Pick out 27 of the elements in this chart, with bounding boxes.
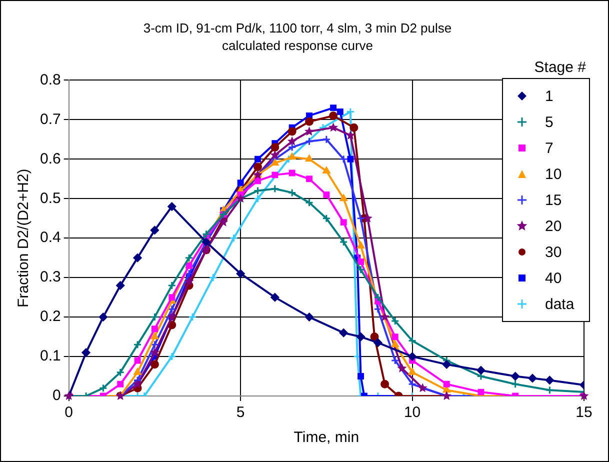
y-tick-label: 0 (52, 387, 61, 404)
chart-subtitle: calculated response curve (222, 38, 374, 53)
legend-label: 30 (545, 244, 562, 261)
x-axis-title: Time, min (294, 429, 360, 446)
legend-label: 40 (545, 270, 562, 287)
legend-label: 5 (545, 114, 554, 131)
x-tick-label: 5 (236, 404, 245, 422)
legend-label: 10 (545, 166, 562, 183)
legend-title: Stage # (534, 58, 587, 78)
y-tick-label: 0.1 (40, 348, 61, 365)
legend-label: data (545, 296, 574, 313)
y-tick-label: 0.8 (40, 71, 61, 88)
legend-label: 20 (545, 218, 562, 235)
y-axis-title: Fraction D2/(D2+H2) (15, 168, 32, 308)
legend-label: 7 (545, 140, 554, 157)
y-tick-label: 0.4 (40, 229, 61, 246)
legend-label: 15 (545, 192, 562, 209)
x-tick-label: 10 (404, 404, 421, 422)
chart-title: 3-cm ID, 91-cm Pd/k, 1100 torr, 4 slm, 3 min D2 pulse (143, 20, 452, 36)
y-tick-label: 0.2 (40, 308, 61, 326)
y-tick-label: 0.6 (40, 150, 61, 168)
y-tick-label: 0.3 (40, 268, 61, 286)
y-tick-label: 0.5 (40, 190, 61, 207)
legend-label: 1 (545, 88, 554, 105)
x-tick-label: 15 (576, 404, 592, 422)
y-tick-label: 0.7 (40, 110, 61, 128)
x-tick-label: 0 (64, 404, 74, 422)
